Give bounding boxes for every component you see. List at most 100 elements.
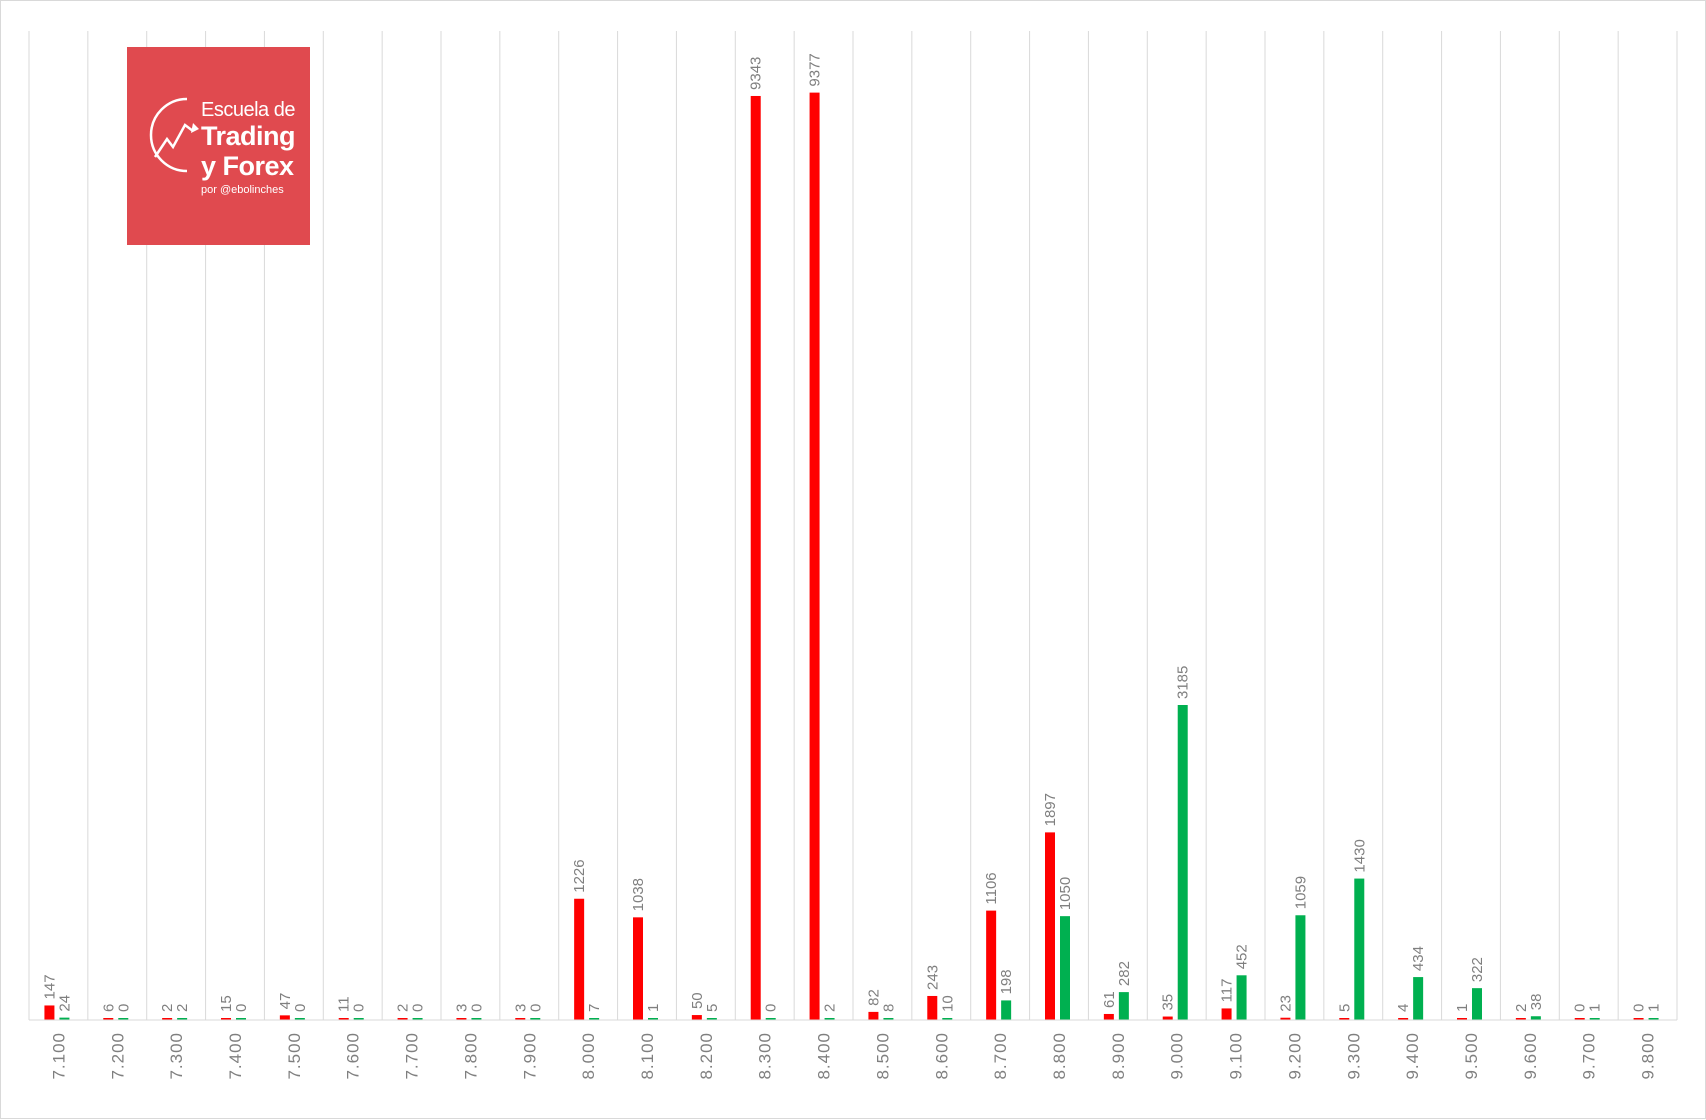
data-label-series-1-9.000: 35	[1160, 994, 1177, 1011]
data-label-series-1-8.100: 1038	[630, 878, 647, 911]
bar-series-1-8.800	[1045, 832, 1055, 1020]
data-label-series-2-8.400: 2	[822, 1004, 839, 1012]
data-label-series-2-8.900: 282	[1116, 961, 1133, 986]
bar-series-1-7.400	[221, 1018, 231, 1020]
data-label-series-2-8.100: 1	[645, 1004, 662, 1012]
data-label-series-2-8.500: 8	[880, 1004, 897, 1012]
x-tick-label-8.700: 8.700	[991, 1032, 1010, 1080]
bar-series-1-7.300	[162, 1018, 173, 1020]
data-label-series-2-7.800: 0	[468, 1004, 485, 1012]
logo-line-3: y Forex	[201, 151, 294, 181]
data-label-series-1-9.500: 1	[1454, 1004, 1471, 1012]
x-tick-label-7.100: 7.100	[49, 1032, 68, 1080]
x-tick-label-8.200: 8.200	[697, 1032, 716, 1080]
data-label-series-1-7.900: 3	[512, 1004, 529, 1012]
x-tick-label-7.200: 7.200	[108, 1032, 127, 1080]
data-label-series-2-8.700: 198	[998, 969, 1015, 994]
x-tick-label-8.800: 8.800	[1050, 1032, 1069, 1080]
bar-series-1-9.400	[1398, 1018, 1409, 1020]
bar-series-1-8.100	[633, 917, 643, 1020]
x-tick-label-7.600: 7.600	[344, 1032, 363, 1080]
bar-series-1-9.600	[1515, 1018, 1526, 1020]
bar-series-2-9.400	[1413, 977, 1424, 1020]
x-tick-label-9.200: 9.200	[1285, 1032, 1304, 1080]
bar-series-1-8.500	[868, 1011, 879, 1020]
x-tick-label-9.600: 9.600	[1521, 1032, 1540, 1080]
data-label-series-2-8.000: 7	[586, 1004, 603, 1012]
data-label-series-2-7.200: 0	[115, 1004, 132, 1012]
data-label-series-1-7.600: 11	[336, 996, 353, 1012]
bar-series-2-8.200	[706, 1018, 717, 1020]
data-label-series-1-9.300: 5	[1336, 1004, 1353, 1012]
x-tick-label-8.400: 8.400	[815, 1032, 834, 1080]
logo-text: Escuela de Trading y Forex por @ebolinch…	[201, 99, 296, 199]
logo-line-1: Escuela de	[201, 99, 295, 121]
data-label-series-2-9.500: 322	[1469, 957, 1486, 982]
data-label-series-1-7.300: 2	[159, 1004, 176, 1012]
x-tick-label-8.600: 8.600	[932, 1032, 951, 1080]
bar-series-1-9.300	[1339, 1018, 1350, 1020]
bar-series-1-8.000	[574, 898, 585, 1020]
x-axis-tick-labels: 7.100 7.200 7.300 7.400 7.500 7.600 7.700 7.800…	[49, 1032, 1657, 1080]
bar-series-2-9.300	[1354, 878, 1365, 1020]
bar-series-2-8.300	[765, 1018, 776, 1020]
data-label-series-2-9.200: 1059	[1292, 876, 1309, 909]
bar-series-2-7.300	[177, 1018, 188, 1020]
bar-series-1-7.200	[103, 1018, 114, 1020]
bar-series-2-7.800	[471, 1018, 482, 1020]
bar-series-2-7.700	[412, 1018, 423, 1020]
bar-series-2-9.100	[1236, 975, 1247, 1020]
x-tick-label-9.800: 9.800	[1639, 1032, 1658, 1080]
bar-series-1-9.000	[1162, 1016, 1173, 1020]
chart-trend-icon	[149, 97, 199, 173]
bar-series-1-7.700	[397, 1018, 408, 1020]
x-tick-label-7.700: 7.700	[403, 1032, 422, 1080]
x-tick-label-7.500: 7.500	[285, 1032, 304, 1080]
bar-series-1-9.500	[1457, 1018, 1467, 1020]
bar-series-1-9.800	[1633, 1018, 1644, 1020]
x-tick-label-8.500: 8.500	[873, 1032, 892, 1080]
data-label-series-1-8.400: 9377	[807, 53, 824, 86]
x-tick-label-9.100: 9.100	[1227, 1032, 1246, 1080]
data-label-series-2-8.200: 5	[704, 1004, 721, 1012]
data-label-series-2-8.600: 10	[939, 995, 956, 1012]
logo-line-2: Trading	[201, 121, 296, 151]
bar-series-2-8.800	[1060, 916, 1070, 1020]
bar-series-2-9.500	[1472, 988, 1482, 1020]
data-label-series-1-9.700: 0	[1572, 1004, 1589, 1012]
bar-series-1-7.100	[44, 1005, 55, 1020]
data-label-series-2-7.600: 0	[351, 1004, 368, 1012]
data-label-series-1-7.700: 2	[395, 1004, 412, 1012]
data-label-series-2-7.300: 2	[174, 1004, 191, 1012]
data-label-series-2-7.100: 24	[56, 995, 73, 1012]
bar-series-2-9.000	[1177, 705, 1188, 1020]
bar-series-1-8.900	[1103, 1013, 1114, 1020]
bar-series-1-7.800	[456, 1018, 467, 1020]
x-tick-label-8.900: 8.900	[1109, 1032, 1128, 1080]
bar-series-2-8.900	[1118, 992, 1129, 1020]
bar-series-1-7.500	[279, 1015, 290, 1020]
bar-series-1-8.300	[750, 95, 761, 1021]
x-tick-label-9.000: 9.000	[1168, 1032, 1187, 1080]
bar-series-2-8.000	[589, 1018, 600, 1020]
data-label-series-1-9.800: 0	[1631, 1004, 1648, 1012]
bar-series-1-8.700	[986, 910, 997, 1020]
bar-series-2-7.500	[294, 1018, 305, 1020]
logo: Escuela de Trading y Forex por @ebolinch…	[127, 47, 310, 245]
bar-series-2-8.100	[648, 1018, 658, 1020]
data-label-series-2-9.000: 3185	[1175, 666, 1192, 699]
bar-series-2-8.500	[883, 1018, 894, 1020]
data-label-series-2-9.400: 434	[1410, 946, 1427, 971]
data-label-series-2-9.700: 1	[1587, 1004, 1604, 1012]
bar-series-2-9.600	[1530, 1016, 1541, 1020]
x-tick-label-8.100: 8.100	[638, 1032, 657, 1080]
x-tick-label-8.000: 8.000	[579, 1032, 598, 1080]
data-label-series-1-8.200: 50	[689, 992, 706, 1009]
data-label-series-1-7.500: 47	[277, 993, 294, 1010]
x-tick-label-7.300: 7.300	[167, 1032, 186, 1080]
bar-series-2-8.400	[824, 1018, 835, 1020]
data-label-series-1-7.100: 147	[41, 974, 58, 999]
